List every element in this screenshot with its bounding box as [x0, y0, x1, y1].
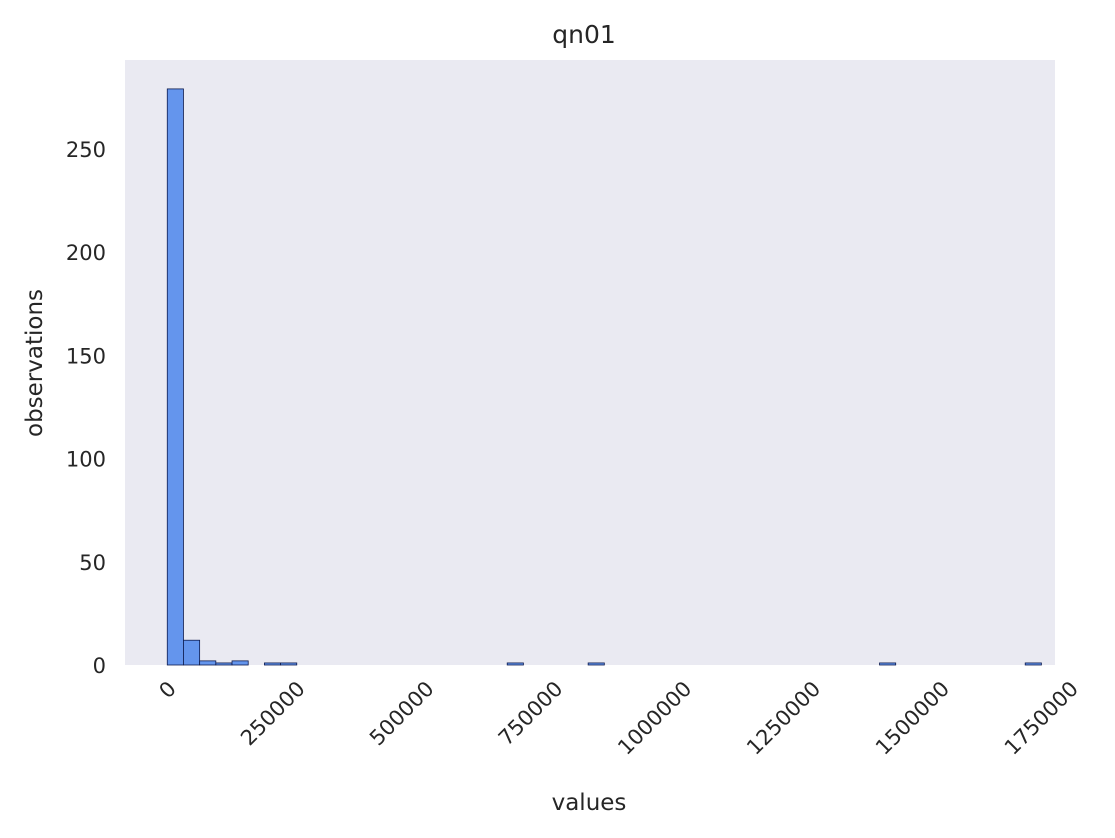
histogram-bar [231, 660, 249, 666]
chart-title: qn01 [552, 20, 616, 49]
x-tick-labels: 0 250000 500000 750000 1000000 1250000 1500000… [154, 677, 1083, 760]
histogram-bar [506, 662, 524, 666]
x-tick-label: 1250000 [742, 677, 825, 760]
y-tick-label: 250 [66, 138, 106, 162]
y-tick-labels: 0 50 100 150 200 250 [66, 138, 106, 678]
x-tick-label: 1750000 [1000, 677, 1083, 760]
x-tick-label: 1500000 [871, 677, 954, 760]
y-tick-label: 50 [79, 551, 106, 575]
y-tick-label: 100 [66, 448, 106, 472]
x-tick-label: 500000 [365, 677, 439, 751]
histogram-bar [879, 662, 897, 666]
histogram-bar [587, 662, 605, 666]
x-tick-label: 0 [154, 677, 180, 703]
histogram-bar [183, 639, 201, 666]
y-axis-label: observations [22, 289, 48, 437]
y-tick-label: 200 [66, 241, 106, 265]
x-tick-label: 250000 [236, 677, 310, 751]
x-axis-label: values [552, 790, 627, 816]
histogram-bar [215, 662, 233, 666]
histogram-bar [280, 662, 298, 666]
histogram-bar [166, 88, 184, 666]
y-tick-label: 0 [93, 654, 106, 678]
bars-group [166, 88, 1042, 666]
plot-area [125, 60, 1055, 665]
x-tick-label: 750000 [494, 677, 568, 751]
histogram-bar [263, 662, 281, 666]
y-tick-label: 150 [66, 344, 106, 368]
histogram-bar [199, 660, 217, 666]
histogram-bar [1024, 662, 1042, 666]
x-tick-label: 1000000 [613, 677, 696, 760]
